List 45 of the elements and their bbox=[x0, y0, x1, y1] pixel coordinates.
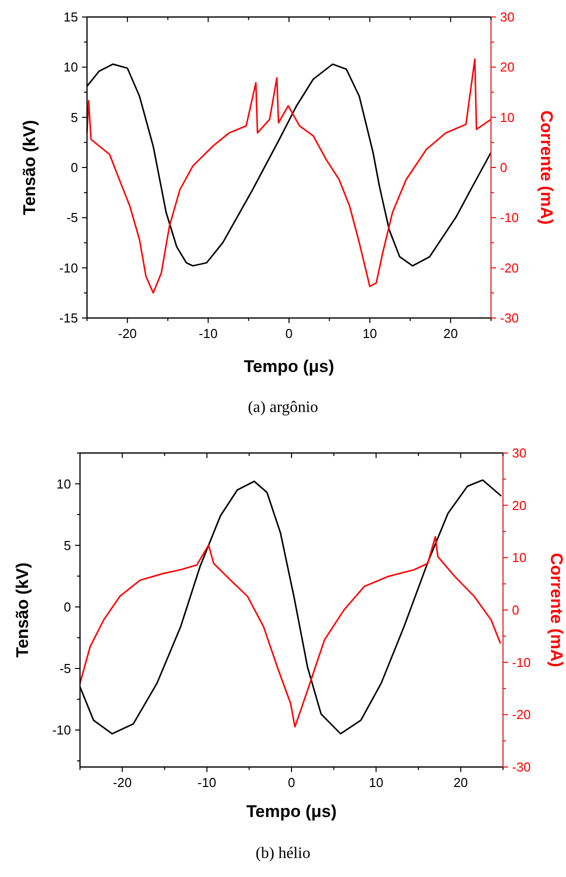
text: (b) hélio bbox=[256, 845, 310, 862]
y2-tick-label: -10 bbox=[500, 210, 519, 226]
y-tick-label: 10 bbox=[64, 60, 78, 75]
x-tick-label: 0 bbox=[288, 775, 296, 790]
y2-axis-title: Corrente (mA) bbox=[537, 110, 556, 225]
y-tick-label: 5 bbox=[64, 538, 71, 553]
x-tick-label: 10 bbox=[368, 775, 384, 790]
y-tick-label: 0 bbox=[64, 599, 71, 614]
y2-tick-label: 20 bbox=[500, 60, 514, 75]
x-tick-label: 20 bbox=[453, 775, 468, 790]
x-axis-title: Tempo (μs) bbox=[246, 802, 337, 821]
y-axis-title: Tensão (kV) bbox=[13, 562, 32, 658]
text: (a) argônio bbox=[248, 399, 318, 416]
y2-tick-label: 30 bbox=[500, 10, 514, 24]
x-tick-label: -20 bbox=[118, 326, 137, 341]
y-tick-label: 15 bbox=[64, 10, 78, 24]
x-tick-label: -10 bbox=[198, 326, 218, 341]
y-axis-title: Tensão (kV) bbox=[20, 120, 39, 216]
y2-tick-label: -20 bbox=[500, 260, 519, 276]
y-tick-label: 0 bbox=[70, 160, 78, 175]
x-tick-label: 10 bbox=[362, 326, 378, 341]
y2-tick-label: 30 bbox=[512, 446, 526, 460]
y-tick-label: -15 bbox=[59, 310, 78, 326]
y2-tick-label: 0 bbox=[512, 602, 520, 618]
y2-tick-label: 20 bbox=[512, 498, 526, 513]
y2-axis-title: Corrente (mA) bbox=[547, 552, 566, 668]
y2-tick-label: 0 bbox=[500, 160, 508, 175]
x-tick-label: -20 bbox=[112, 775, 132, 790]
y-tick-label: -5 bbox=[59, 660, 71, 676]
y2-tick-label: -30 bbox=[512, 760, 531, 774]
y2-tick-label: -20 bbox=[512, 707, 531, 722]
line-series bbox=[79, 536, 502, 728]
y-tick-label: -5 bbox=[66, 210, 78, 226]
y-tick-label: -10 bbox=[59, 260, 78, 276]
x-tick-label: -10 bbox=[198, 775, 216, 790]
y2-tick-label: 10 bbox=[512, 550, 526, 566]
y2-tick-label: 10 bbox=[500, 110, 514, 125]
y-tick-label: -10 bbox=[52, 722, 71, 738]
x-tick-label: 20 bbox=[443, 326, 458, 341]
y-tick-label: 5 bbox=[70, 110, 78, 125]
x-tick-label: 0 bbox=[285, 326, 293, 341]
x-axis-title: Tempo (μs) bbox=[244, 357, 334, 376]
y-tick-label: 10 bbox=[56, 476, 71, 492]
y2-tick-label: -10 bbox=[512, 654, 531, 670]
y2-tick-label: -30 bbox=[500, 310, 519, 326]
